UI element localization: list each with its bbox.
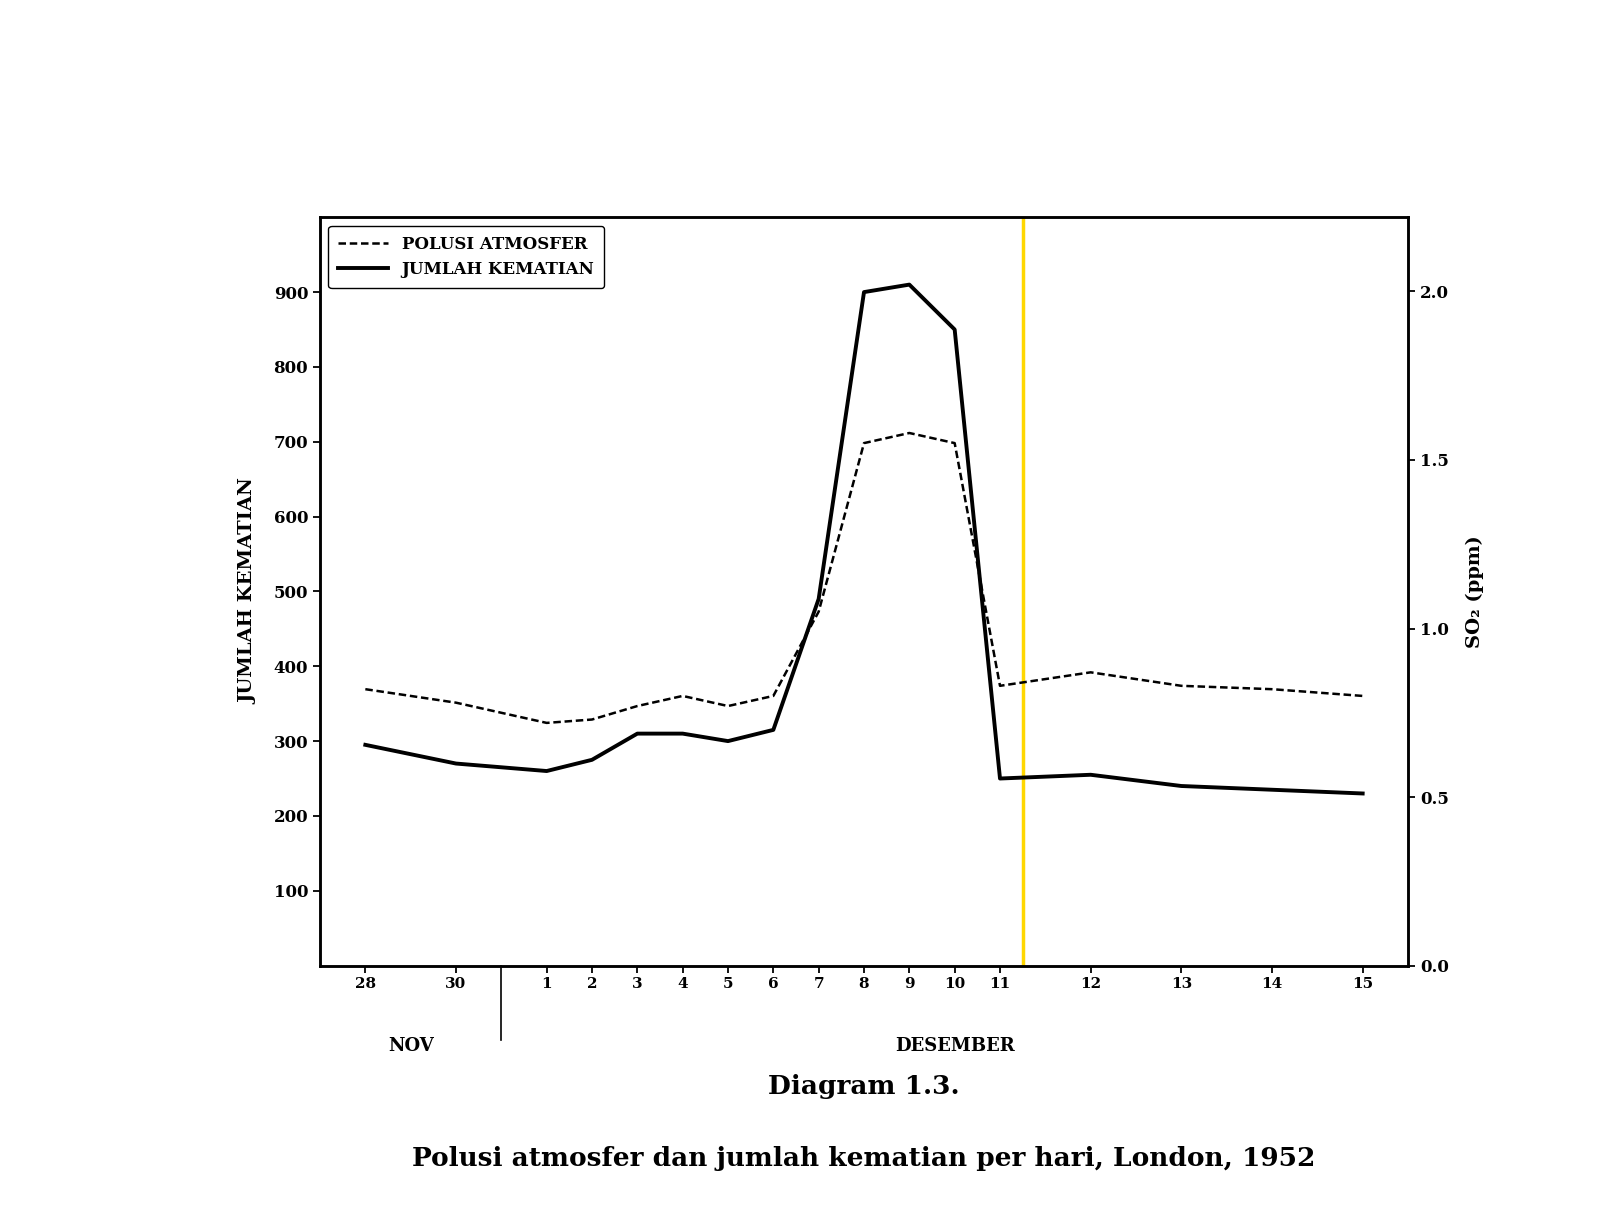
- Text: Polusi atmosfer dan jumlah kematian per hari, London, 1952: Polusi atmosfer dan jumlah kematian per …: [413, 1147, 1315, 1171]
- Text: DESEMBER: DESEMBER: [894, 1037, 1014, 1055]
- Text: Diagram 1.3.: Diagram 1.3.: [768, 1074, 960, 1098]
- Text: NOV: NOV: [387, 1037, 434, 1055]
- Legend: POLUSI ATMOSFER, JUMLAH KEMATIAN: POLUSI ATMOSFER, JUMLAH KEMATIAN: [328, 226, 605, 288]
- Y-axis label: SO₂ (ppm): SO₂ (ppm): [1466, 535, 1483, 648]
- Y-axis label: JUMLAH KEMATIAN: JUMLAH KEMATIAN: [238, 478, 258, 705]
